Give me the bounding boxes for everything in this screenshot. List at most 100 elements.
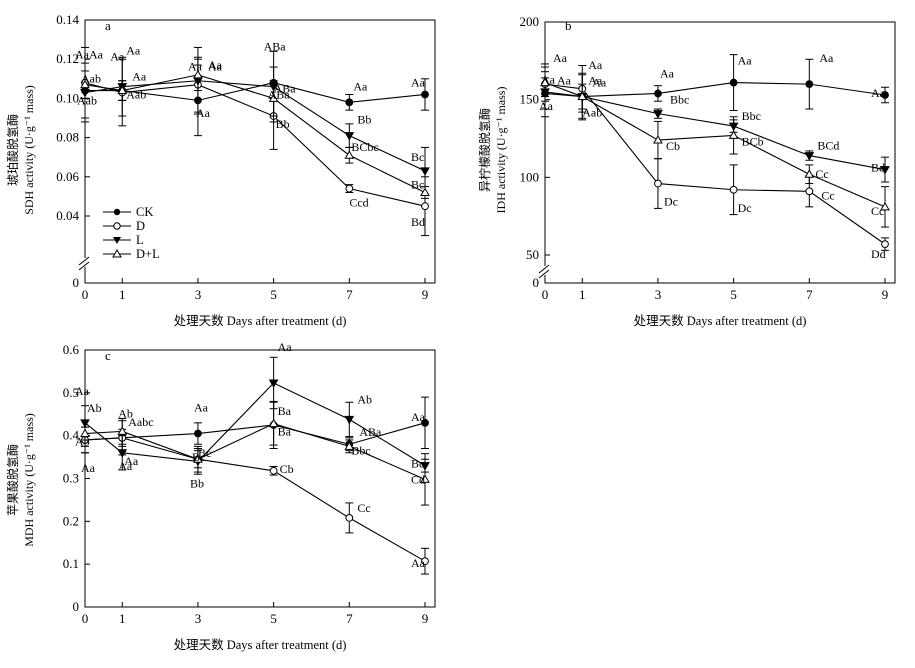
significance-label: Bc <box>411 150 424 164</box>
significance-label: Bbc <box>742 109 761 123</box>
axis-break-gap <box>77 258 91 267</box>
significance-label: Aab <box>126 88 146 102</box>
significance-label: Aa <box>188 60 203 74</box>
data-point <box>117 426 128 435</box>
significance-label: Aa <box>660 66 675 80</box>
significance-label: Aa <box>411 75 426 89</box>
x-tick-label: 5 <box>270 611 277 626</box>
x-tick-label: 3 <box>195 611 202 626</box>
significance-label: BCd <box>817 139 839 153</box>
data-point <box>421 418 429 427</box>
significance-label: Ab <box>357 392 372 406</box>
y-tick-label: 0.2 <box>63 513 79 528</box>
x-axis-label: 处理天数 Days after treatment (d) <box>174 637 347 652</box>
data-point <box>420 187 430 196</box>
data-point <box>193 454 203 463</box>
data-point <box>193 69 203 79</box>
data-point <box>653 110 663 119</box>
data-point <box>881 240 889 249</box>
x-tick-label: 7 <box>806 287 813 302</box>
axis-break-mark <box>78 256 90 266</box>
axis-break-mark <box>78 261 90 271</box>
y-axis-label-cn: 琥珀酸脱氢酶 <box>5 114 20 186</box>
significance-label: Aa <box>81 461 96 475</box>
y-axis-label-en: IDH activity (U·g⁻¹ mass) <box>494 87 508 214</box>
x-tick-label: 1 <box>579 287 586 302</box>
significance-label: Aa <box>194 401 209 415</box>
data-point <box>540 77 550 87</box>
x-tick-label: 1 <box>119 287 126 302</box>
series-l: Aab Aab Aa ABa Bb Bc <box>77 46 430 195</box>
significance-label: Aa <box>588 74 603 88</box>
y-tick-label: 0.08 <box>56 130 79 145</box>
significance-label: Cc <box>815 167 828 181</box>
data-point <box>344 441 355 450</box>
significance-label: Aa <box>124 454 139 468</box>
series-line <box>84 74 426 193</box>
significance-label: Ba <box>278 404 292 418</box>
significance-label: Bb <box>357 113 371 127</box>
significance-label: Ab <box>118 406 133 420</box>
x-tick-label: 5 <box>730 287 737 302</box>
data-point <box>80 79 90 89</box>
data-point <box>344 415 355 425</box>
significance-label: Bb <box>276 117 290 131</box>
series-d-plus-l: Ab Ab Bc Ba Bbc Cd <box>75 401 430 506</box>
panel-c: 0 0.1 0.2 0.3 0.4 0.5 0.6 0 1 3 5 7 9 处理天数 Days after… <box>5 340 436 652</box>
y-tick-label: 50 <box>526 247 539 262</box>
significance-label: Aa <box>557 74 572 88</box>
significance-label: Aa <box>553 51 568 65</box>
significance-label: Bbc <box>670 93 689 107</box>
x-tick-label: 3 <box>195 287 202 302</box>
data-point <box>344 150 355 159</box>
significance-label: Bd <box>411 215 425 229</box>
x-tick-label: 0 <box>82 287 89 302</box>
y-tick-label: 0.5 <box>63 385 79 400</box>
data-point <box>653 135 663 144</box>
significance-label: Bd <box>871 161 885 175</box>
panel-label: a <box>105 18 111 33</box>
series-line <box>544 83 886 245</box>
data-point <box>729 185 738 194</box>
data-point <box>345 514 354 522</box>
x-tick-label: 0 <box>542 287 549 302</box>
series-d-plus-l: Aa Aab Cb BCb Cc Cc <box>540 63 890 228</box>
data-point <box>804 169 815 178</box>
series-line <box>84 80 426 172</box>
data-point <box>117 85 128 95</box>
plot-frame <box>84 349 436 608</box>
legend-label: D <box>136 219 145 233</box>
significance-label: Cc <box>821 188 834 202</box>
legend-marker <box>113 222 121 230</box>
significance-label: Aa <box>110 50 125 64</box>
significance-label: Aab <box>582 106 602 120</box>
significance-label: Cb <box>280 462 294 476</box>
data-point <box>345 184 354 193</box>
y-axis-label-cn: 苹果酸脱氢酶 <box>5 444 20 516</box>
data-point <box>345 98 354 107</box>
significance-label: Ab <box>75 435 90 449</box>
legend-label: D+L <box>136 247 160 261</box>
data-point <box>421 202 429 211</box>
significance-label: Aab <box>81 72 101 86</box>
significance-label: ABa <box>264 40 287 54</box>
significance-label: Ab <box>87 401 102 415</box>
significance-label: Ba <box>278 425 292 439</box>
data-point <box>728 130 739 139</box>
legend-marker <box>113 237 121 244</box>
significance-label: Aabc <box>128 415 153 429</box>
y-tick-label: 0.10 <box>56 90 79 105</box>
significance-label: Aa <box>278 340 293 354</box>
significance-label: Bc <box>411 457 424 471</box>
x-tick-label: 3 <box>655 287 662 302</box>
significance-label: Aa <box>539 99 554 113</box>
significance-label: Bb <box>190 476 204 490</box>
significance-label: Bc <box>411 177 424 191</box>
significance-label: Cc <box>357 501 370 515</box>
data-point <box>577 91 588 101</box>
significance-label: Aa <box>588 58 603 72</box>
data-point <box>804 152 815 161</box>
